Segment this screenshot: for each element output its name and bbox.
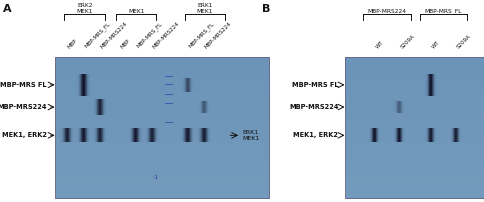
- Bar: [55, 57, 268, 198]
- Bar: [345, 191, 484, 198]
- Bar: [55, 141, 268, 148]
- Bar: [345, 170, 484, 177]
- Bar: [55, 57, 268, 64]
- Bar: [55, 170, 268, 177]
- Text: MEK1: MEK1: [128, 8, 144, 14]
- Text: ERK1
MEK1: ERK1 MEK1: [242, 130, 259, 141]
- Bar: [55, 163, 268, 170]
- Text: -1: -1: [153, 175, 159, 180]
- Bar: [345, 127, 484, 134]
- Bar: [345, 92, 484, 99]
- Bar: [345, 141, 484, 148]
- Text: S209A: S209A: [455, 33, 471, 49]
- Bar: [55, 127, 268, 134]
- Bar: [55, 177, 268, 184]
- Text: MBP-MRS224: MBP-MRS224: [288, 104, 338, 110]
- Bar: [345, 134, 484, 141]
- Bar: [55, 64, 268, 71]
- Bar: [55, 134, 268, 141]
- Text: MBP-MRS_FL: MBP-MRS_FL: [83, 21, 111, 49]
- Bar: [55, 85, 268, 92]
- Bar: [345, 57, 484, 64]
- Bar: [345, 106, 484, 113]
- Text: MBP: MBP: [119, 38, 131, 49]
- Text: B: B: [261, 4, 270, 14]
- Text: A: A: [3, 4, 11, 14]
- Bar: [55, 106, 268, 113]
- Text: MBP-MRS224: MBP-MRS224: [204, 21, 232, 49]
- Text: MBP-MRS FL: MBP-MRS FL: [291, 82, 338, 88]
- Bar: [345, 99, 484, 106]
- Bar: [345, 71, 484, 78]
- Bar: [345, 120, 484, 127]
- Bar: [345, 184, 484, 191]
- Text: MBP-MRS_FL: MBP-MRS_FL: [136, 21, 164, 49]
- Bar: [55, 78, 268, 85]
- Text: MBP-MRS224: MBP-MRS224: [0, 104, 46, 110]
- Text: WT: WT: [374, 40, 383, 49]
- Bar: [345, 57, 484, 198]
- Bar: [345, 177, 484, 184]
- Bar: [345, 64, 484, 71]
- Bar: [345, 85, 484, 92]
- Text: S209A: S209A: [398, 33, 414, 49]
- Bar: [55, 113, 268, 120]
- Text: MBP-MRS_FL: MBP-MRS_FL: [424, 8, 461, 14]
- Bar: [55, 156, 268, 163]
- Bar: [345, 113, 484, 120]
- Text: MEK1, ERK2: MEK1, ERK2: [293, 132, 338, 138]
- Bar: [55, 184, 268, 191]
- Bar: [55, 120, 268, 127]
- Bar: [345, 148, 484, 156]
- Text: MBP-MRS224: MBP-MRS224: [367, 8, 406, 14]
- Text: ERK2
MEK1: ERK2 MEK1: [76, 3, 93, 14]
- Text: MBP-MRS224: MBP-MRS224: [152, 21, 181, 49]
- Bar: [55, 71, 268, 78]
- Text: ERK1
MEK1: ERK1 MEK1: [196, 3, 212, 14]
- Text: MBP-MRS224: MBP-MRS224: [100, 21, 129, 49]
- Bar: [345, 156, 484, 163]
- Bar: [55, 191, 268, 198]
- Text: MBP-MRS_FL: MBP-MRS_FL: [187, 21, 215, 49]
- Text: MBP: MBP: [67, 38, 78, 49]
- Text: MEK1, ERK2: MEK1, ERK2: [1, 132, 46, 138]
- Bar: [55, 92, 268, 99]
- Bar: [345, 163, 484, 170]
- Bar: [55, 148, 268, 156]
- Bar: [55, 99, 268, 106]
- Bar: [345, 78, 484, 85]
- Text: MBP-MRS FL: MBP-MRS FL: [0, 82, 46, 88]
- Text: WT: WT: [430, 40, 439, 49]
